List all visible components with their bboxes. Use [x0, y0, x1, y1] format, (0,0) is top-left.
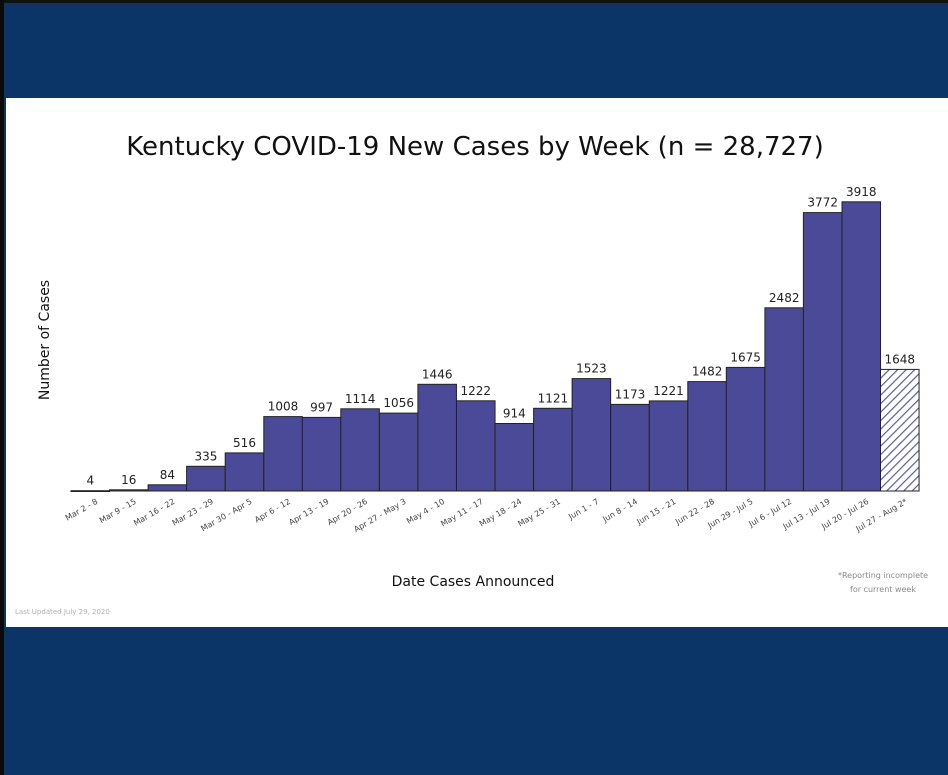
x-tick-label: Jun 1 - 7 [566, 497, 600, 522]
bar [340, 408, 380, 492]
bar-value-label: 516 [233, 436, 256, 450]
bar [571, 378, 612, 492]
bar-value-label: 914 [503, 407, 526, 421]
bar [494, 423, 535, 492]
footnote-line-2: for current week [850, 585, 916, 594]
bar-value-label: 1648 [885, 352, 916, 366]
bar [147, 484, 188, 492]
bar-value-label: 335 [194, 449, 217, 463]
last-updated-note: Last Updated July 29, 2020 [15, 608, 110, 616]
bar [301, 416, 342, 492]
bar-value-label: 1121 [538, 391, 569, 405]
bar-value-label: 1482 [692, 365, 723, 379]
bar-value-label: 997 [310, 400, 333, 414]
x-axis-title: Date Cases Announced [392, 574, 555, 590]
bar-value-label: 1114 [345, 392, 376, 406]
bars-group [70, 201, 920, 493]
bar [841, 201, 882, 492]
bar-value-label: 1675 [730, 350, 761, 364]
x-tick-label: Jun 15 - 21 [635, 497, 678, 527]
bar-value-label: 1173 [615, 387, 646, 401]
bar [263, 416, 303, 492]
bar [725, 366, 766, 492]
bar-value-label: 1221 [653, 384, 684, 398]
bar-value-label: 1008 [268, 400, 299, 414]
bar [378, 412, 419, 492]
x-tick-label: May 18 - 24 [478, 497, 524, 529]
bar-value-label: 3772 [807, 196, 838, 210]
window-top-strip [0, 0, 948, 3]
x-tick-label: May 25 - 31 [516, 497, 562, 529]
bar-chart: Kentucky COVID-19 New Cases by Week (n =… [15, 132, 928, 616]
chart-title: Kentucky COVID-19 New Cases by Week (n =… [126, 132, 823, 162]
bar-value-label: 1446 [422, 367, 453, 381]
x-tick-label: May 11 - 17 [439, 497, 485, 529]
slide-panel: Kentucky COVID-19 New Cases by Week (n =… [6, 98, 948, 627]
bar [70, 490, 111, 493]
bar [687, 381, 727, 492]
bar-value-label: 16 [121, 473, 136, 487]
bar-value-label: 4 [86, 474, 94, 488]
bar-value-label: 1222 [461, 384, 492, 398]
window-left-strip [0, 0, 4, 775]
value-labels-group: 4 16 84 335 516 1008 997 1114 1056 1446 1222 914 112… [86, 185, 915, 488]
x-tick-label: Apr 13 - 19 [287, 497, 330, 527]
x-tick-label: Mar 16 - 22 [132, 497, 176, 528]
bar-value-label: 3918 [846, 185, 877, 199]
bar [456, 400, 496, 492]
x-tick-label: Jun 8 - 14 [600, 497, 639, 524]
bar-value-label: 2482 [769, 291, 800, 305]
bar-incomplete [880, 368, 920, 492]
bar-value-label: 1523 [576, 362, 607, 376]
bar [764, 307, 804, 492]
y-axis-title: Number of Cases [37, 280, 53, 400]
bar [224, 452, 265, 492]
bar [417, 383, 457, 492]
bar-value-label: 84 [160, 468, 175, 482]
bar [610, 403, 650, 492]
footnote-line-1: *Reporting incomplete [838, 571, 928, 580]
bar [802, 212, 843, 492]
bar [109, 489, 149, 492]
x-tick-label: Apr 6 - 12 [253, 497, 292, 525]
bar [533, 407, 573, 492]
bar-value-label: 1056 [383, 396, 414, 410]
bar [648, 400, 689, 492]
bar [186, 465, 226, 492]
x-tick-label: Mar 2 - 8 [64, 497, 100, 523]
